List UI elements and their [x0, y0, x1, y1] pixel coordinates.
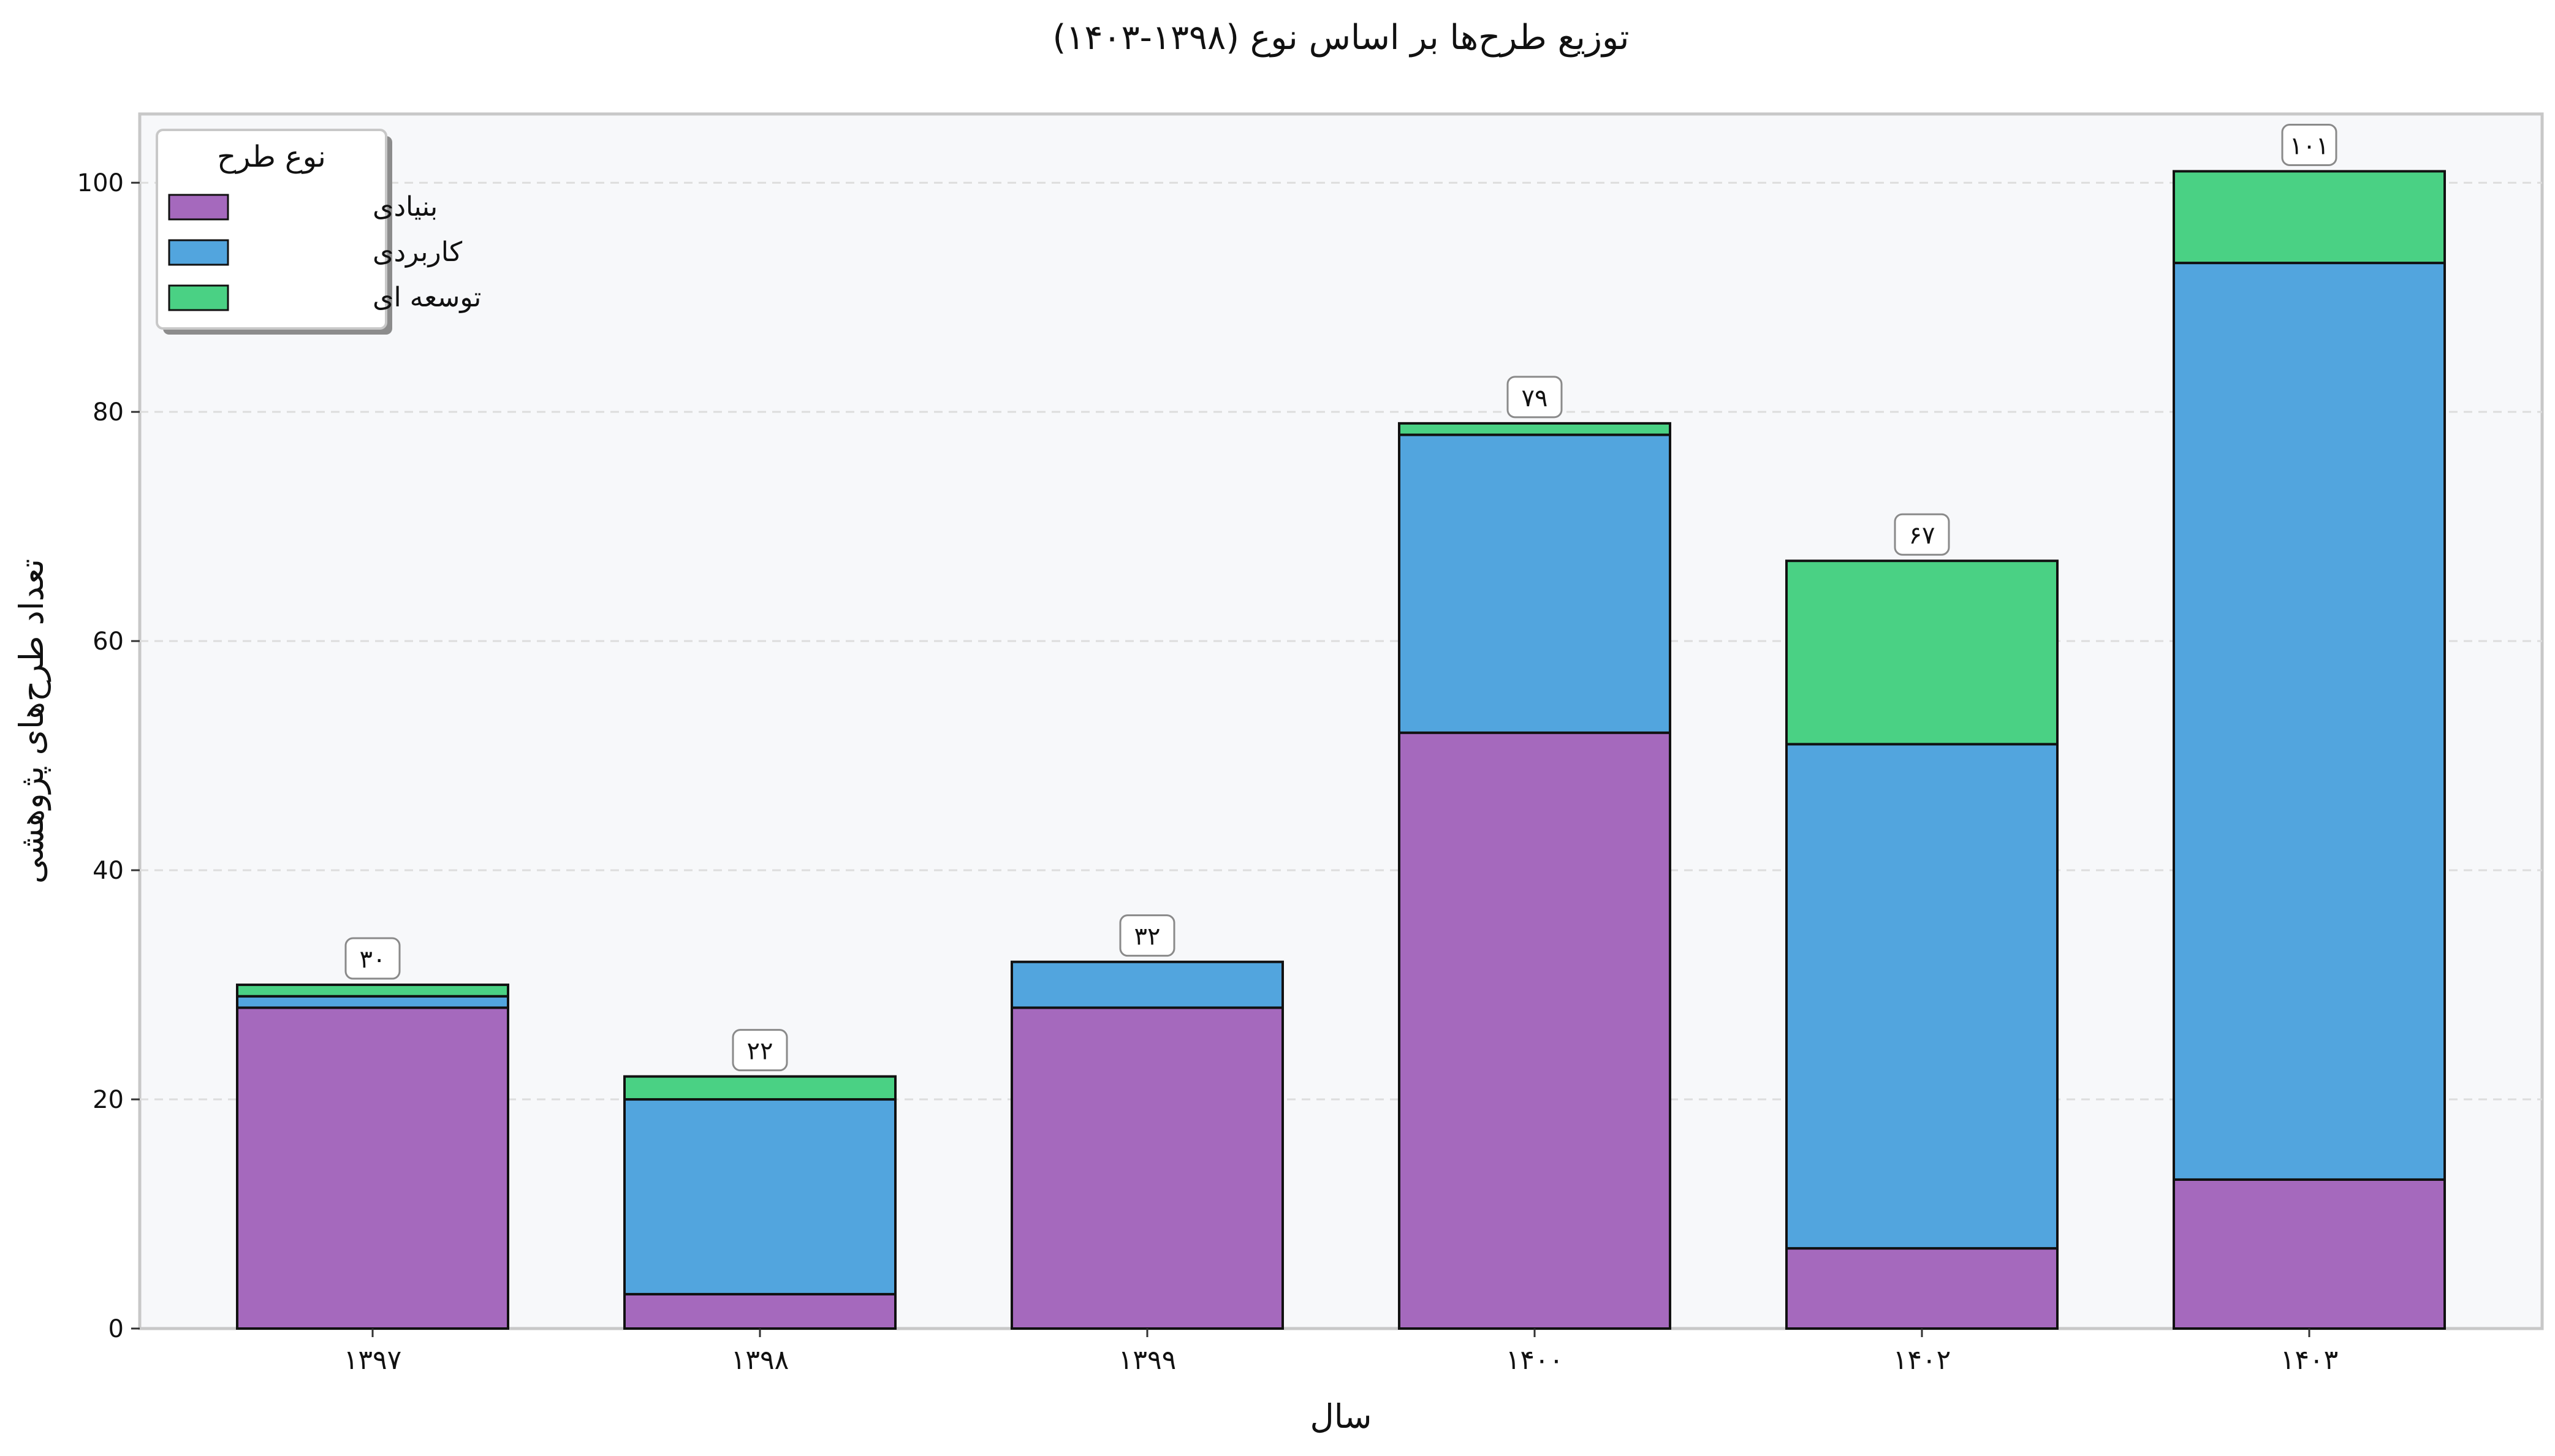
- bar-segment-3: [1398, 422, 1671, 436]
- bar-segment-2: [1398, 433, 1671, 734]
- x-tick-label: ۱۴۰۲: [1893, 1344, 1951, 1376]
- total-label: ۳۲: [1134, 923, 1161, 951]
- legend-swatch: [168, 284, 229, 311]
- bar-segment-1: [1398, 731, 1671, 1330]
- legend-swatch: [168, 194, 229, 221]
- bar-segment-2: [623, 1098, 897, 1295]
- bar-segment-1: [236, 1006, 509, 1330]
- chart-title: توزیع طرح‌ها بر اساس نوع (۱۳۹۸-۱۴۰۳): [1052, 18, 1629, 58]
- legend: نوع طرح بنیادی کاربردی توسعه ای: [156, 129, 481, 335]
- total-label: ۲۲: [747, 1037, 773, 1066]
- x-tick-label: ۱۳۹۸: [731, 1344, 789, 1376]
- bar-segment-1: [623, 1292, 897, 1330]
- y-tick-label: 20: [93, 1086, 124, 1114]
- legend-title: نوع طرح: [217, 140, 326, 174]
- total-label-box: [732, 1029, 788, 1072]
- bar-segment-1: [1785, 1247, 2059, 1330]
- legend-label: کاربردی: [373, 237, 462, 268]
- total-label: ۱۰۱: [2290, 132, 2329, 160]
- x-tick-label: ۱۳۹۹: [1118, 1344, 1177, 1376]
- bar-segment-2: [1785, 743, 2059, 1250]
- bar-segment-2: [1011, 960, 1284, 1009]
- legend-swatch: [168, 239, 229, 266]
- bar-segment-1: [2173, 1178, 2446, 1330]
- y-tick-label: 100: [77, 169, 124, 197]
- bar-segment-3: [236, 984, 509, 998]
- bar-segment-3: [623, 1075, 897, 1101]
- total-label: ۶۷: [1909, 521, 1935, 550]
- axes: 0 20 40 60 80 100 ۱۳۹۷ ۱۳۹۸ ۱۳۹۹ ۱۴۰۰ ۱۴۰۲ ۱۴۰۳: [77, 169, 2339, 1376]
- total-label-box: [1119, 914, 1175, 957]
- bars: [236, 170, 2446, 1330]
- bar-segment-3: [2173, 170, 2446, 265]
- total-labels: ۳۰ ۲۲ ۳۲ ۷۹ ۶۷ ۱۰۱: [344, 123, 2337, 1072]
- bar-segment-2: [2173, 262, 2446, 1181]
- x-tick-label: ۱۳۹۷: [344, 1344, 402, 1376]
- bar-segment-1: [1011, 1006, 1284, 1330]
- legend-label: توسعه ای: [373, 282, 481, 313]
- y-tick-label: 80: [93, 398, 124, 427]
- y-tick-label: 60: [93, 628, 124, 656]
- total-label: ۷۹: [1522, 384, 1548, 412]
- y-axis-label: تعداد طرح‌های پژوهشی: [12, 559, 51, 884]
- x-tick-label: ۱۴۰۰: [1506, 1344, 1564, 1376]
- plot-area: [138, 112, 2544, 1330]
- grid-lines: [140, 181, 2542, 1101]
- legend-items: بنیادی کاربردی توسعه ای: [168, 191, 481, 313]
- legend-box: [156, 129, 387, 330]
- total-label-box: [344, 937, 401, 980]
- legend-label: بنیادی: [373, 191, 438, 222]
- bar-segment-2: [236, 995, 509, 1009]
- y-tick-label: 0: [108, 1315, 124, 1343]
- bar-segment-3: [1785, 559, 2059, 746]
- total-label-box: [2281, 123, 2337, 166]
- x-axis-label: سال: [1310, 1397, 1372, 1436]
- x-tick-label: ۱۴۰۳: [2280, 1344, 2339, 1376]
- total-label-box: [1894, 513, 1950, 556]
- total-label: ۳۰: [360, 946, 386, 974]
- y-tick-label: 40: [93, 857, 124, 885]
- total-label-box: [1506, 376, 1563, 419]
